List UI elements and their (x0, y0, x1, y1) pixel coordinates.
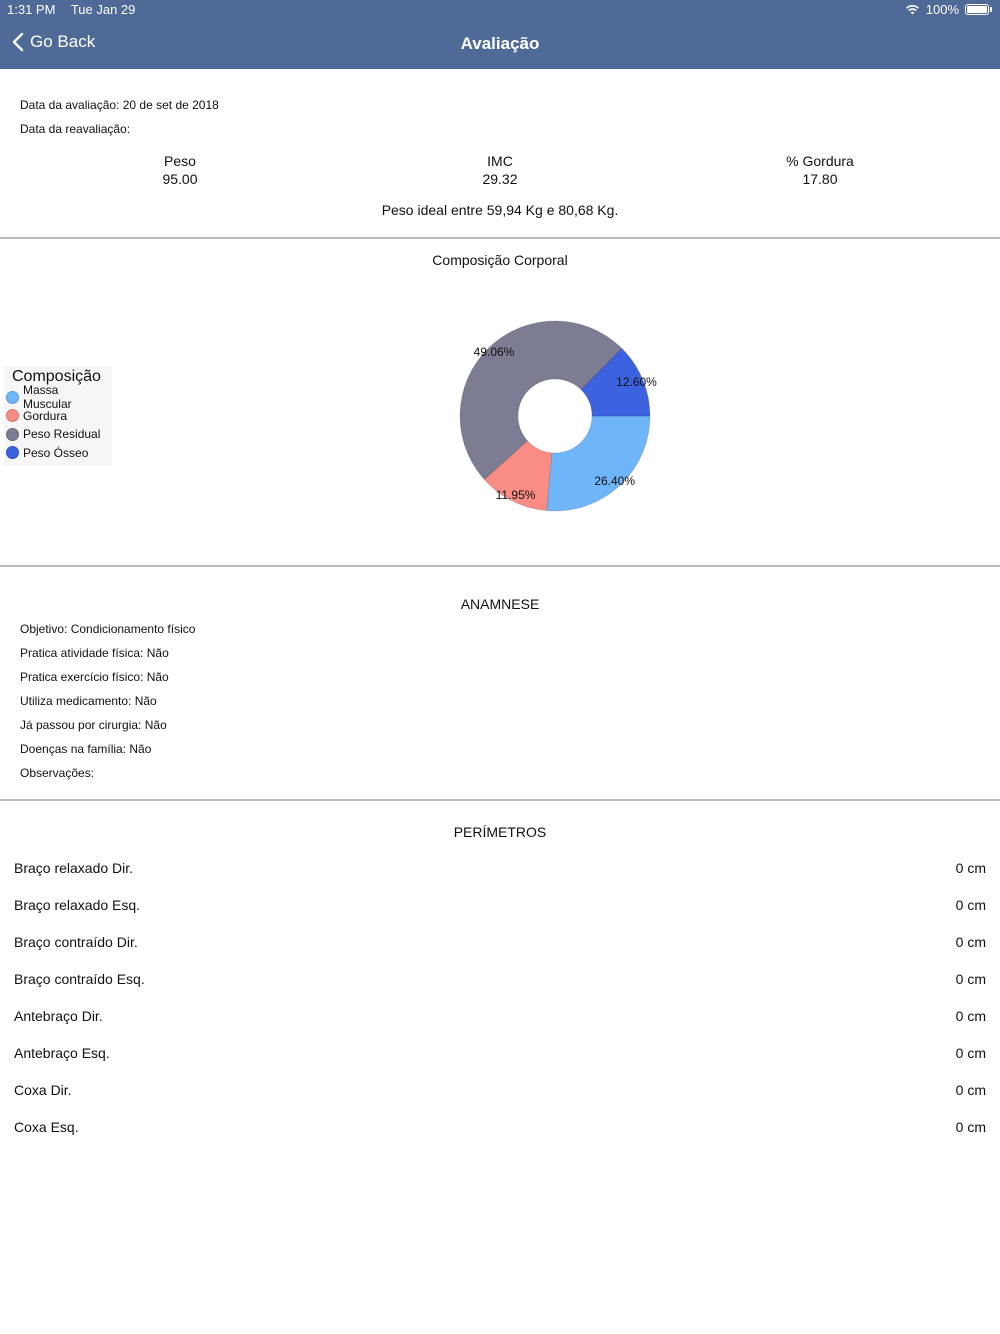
metric-value: 17.80 (802, 171, 838, 187)
perimetro-value: 0 cm (955, 897, 986, 913)
reeval-date: Data da reavaliação: (20, 122, 131, 136)
legend-item: Peso Ósseo (6, 444, 110, 463)
perimetro-value: 0 cm (955, 1082, 986, 1098)
perimetros-title: PERÍMETROS (453, 824, 547, 840)
metric-label: Peso (164, 153, 196, 169)
metric-gordura: % Gordura 17.80 (720, 152, 920, 188)
eval-date: Data da avaliação: 20 de set de 2018 (20, 98, 219, 112)
perimetro-label: Coxa Esq. (14, 1119, 79, 1135)
perimetro-label: Braço contraído Esq. (14, 971, 145, 987)
anamnese-title: ANAMNESE (460, 596, 540, 612)
anamnese-item: Já passou por cirurgia: Não (20, 718, 167, 732)
perimetro-label: Coxa Dir. (14, 1082, 72, 1098)
page-title: Avaliação (460, 34, 540, 53)
perimetro-label: Antebraço Dir. (14, 1008, 103, 1024)
chart-legend: Composição Massa Muscular Gordura Peso Res… (4, 366, 112, 466)
perimetro-label: Braço contraído Dir. (14, 934, 138, 950)
perimetro-row: Coxa Esq. 0 cm (14, 1119, 986, 1135)
battery-icon (965, 4, 989, 15)
anamnese-item: Doenças na família: Não (20, 742, 152, 756)
legend-items: Massa Muscular Gordura Peso Residual Peso Ó… (6, 383, 110, 463)
go-back-button[interactable]: Go Back (12, 32, 95, 52)
pie-label: 26.40% (594, 474, 635, 488)
ideal-weight: Peso ideal entre 59,94 Kg e 80,68 Kg. (381, 202, 619, 218)
status-indicators: 100% (905, 2, 992, 17)
perimetro-row: Braço contraído Esq. 0 cm (14, 971, 986, 987)
perimetro-value: 0 cm (955, 1119, 986, 1135)
legend-label: Gordura (23, 408, 68, 423)
status-date: Tue Jan 29 (70, 2, 136, 17)
pie-slice (546, 415, 651, 512)
pie-slice (483, 440, 553, 512)
chevron-left-icon (12, 32, 24, 52)
composition-chart: 26.40% 11.95% 49.06% 12.60% (459, 320, 657, 512)
anamnese-item: Utiliza medicamento: Não (20, 694, 157, 708)
legend-swatch (6, 390, 19, 404)
perimetro-row: Braço relaxado Dir. 0 cm (14, 860, 986, 876)
navigation-bar: 1:31 PM Tue Jan 29 100% Go Back Avaliaçã… (0, 0, 1000, 69)
perimetro-value: 0 cm (955, 1008, 986, 1024)
status-time: 1:31 PM (7, 2, 56, 17)
metric-imc: IMC 29.32 (400, 152, 600, 188)
metric-value: 29.32 (482, 171, 518, 187)
legend-label: Peso Residual (23, 427, 101, 442)
divider (0, 799, 1000, 801)
legend-item: Gordura (6, 407, 110, 426)
divider (0, 237, 1000, 239)
metric-label: IMC (487, 153, 513, 169)
legend-title: Composição (12, 368, 101, 385)
perimetro-row: Braço contraído Dir. 0 cm (14, 934, 986, 950)
perimetro-row: Braço relaxado Esq. 0 cm (14, 897, 986, 913)
legend-label: Massa Muscular (22, 383, 72, 412)
legend-item: Peso Residual (6, 425, 110, 444)
legend-item: Massa Muscular (6, 383, 110, 411)
anamnese-item: Pratica atividade física: Não (20, 646, 169, 660)
perimetro-value: 0 cm (955, 934, 986, 950)
metric-label: % Gordura (786, 153, 854, 169)
anamnese-item: Observações: (20, 766, 95, 780)
divider (0, 565, 1000, 567)
perimetro-value: 0 cm (955, 1045, 986, 1061)
legend-label: Peso Ósseo (23, 445, 89, 460)
perimetro-row: Coxa Dir. 0 cm (14, 1082, 986, 1098)
status-bar: 1:31 PM Tue Jan 29 (7, 2, 147, 17)
legend-swatch (6, 427, 19, 441)
pie-slice (580, 347, 651, 417)
perimetro-value: 0 cm (955, 860, 986, 876)
anamnese-item: Objetivo: Condicionamento físico (20, 622, 196, 636)
pie-label: 12.60% (616, 375, 657, 389)
pie-slice (459, 320, 623, 481)
battery-percent: 100% (925, 2, 959, 17)
perimetro-label: Braço relaxado Dir. (14, 860, 134, 876)
pie-label: 49.06% (474, 345, 515, 359)
composition-title: Composição Corporal (432, 252, 568, 268)
wifi-icon (905, 4, 919, 15)
perimetro-row: Antebraço Dir. 0 cm (14, 1008, 986, 1024)
anamnese-item: Pratica exercício físico: Não (20, 670, 169, 684)
battery-tip (990, 7, 992, 12)
perimetro-label: Braço relaxado Esq. (14, 897, 141, 913)
legend-swatch (6, 446, 19, 460)
go-back-label: Go Back (30, 32, 96, 51)
metric-value: 95.00 (162, 171, 198, 187)
metric-peso: Peso 95.00 (80, 152, 280, 188)
perimetro-label: Antebraço Esq. (14, 1045, 110, 1061)
perimetro-row: Antebraço Esq. 0 cm (14, 1045, 986, 1061)
pie-label: 11.95% (496, 488, 536, 502)
perimetro-value: 0 cm (955, 971, 986, 987)
legend-swatch (6, 409, 19, 423)
